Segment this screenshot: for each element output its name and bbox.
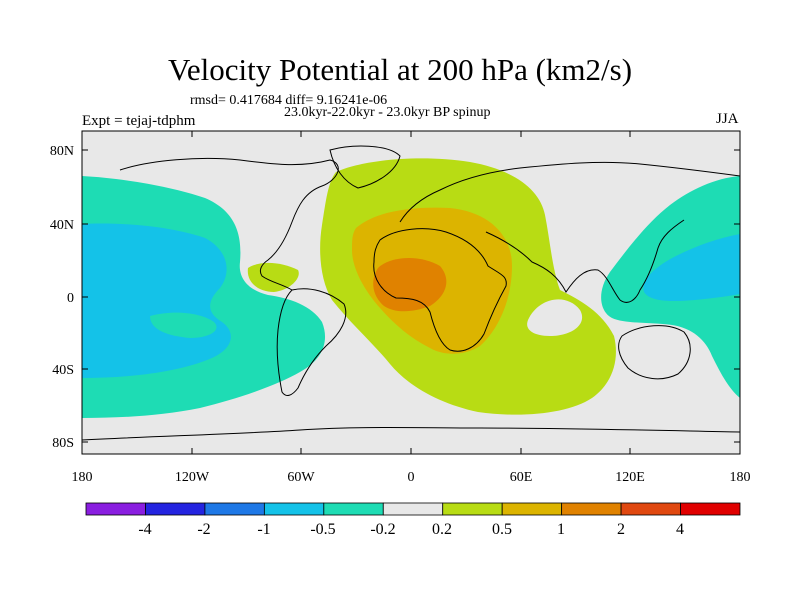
x-label-0: 0: [408, 470, 415, 485]
colorbar-label-7: 1: [557, 521, 565, 538]
stats-line: rmsd= 0.417684 diff= 9.16241e-06: [190, 93, 388, 108]
coast-south-asia: [485, 219, 685, 303]
colorbar-box-9: [620, 502, 681, 516]
x-label-60w: 60W: [287, 470, 315, 485]
colorbar-box-8: [561, 502, 622, 516]
x-label-120e: 120E: [615, 470, 645, 485]
colorbar-label-5: 0.2: [432, 521, 452, 538]
colorbar-label-0: -4: [138, 521, 151, 538]
x-axis-labels: 180 120W 60W 0 60E 120E 180: [72, 470, 751, 485]
colorbar-box-6: [442, 502, 503, 516]
colorbar-label-8: 2: [617, 521, 625, 538]
colorbar-box-5: [382, 502, 444, 516]
season-label: JJA: [716, 111, 739, 127]
colorbar-label-4: -0.2: [370, 521, 395, 538]
x-label-120w: 120W: [175, 470, 210, 485]
colorbar-label-2: -1: [257, 521, 270, 538]
y-label-40n: 40N: [50, 218, 74, 233]
y-axis-labels: 80N 40N 0 40S 80S: [50, 144, 74, 451]
experiment-label: Expt = tejaj-tdphm: [82, 113, 196, 129]
colorbar-box-1: [145, 502, 206, 516]
west-africa-positive-strong: [373, 257, 447, 312]
colorbar-box-4: [323, 502, 384, 516]
plot-title: Velocity Potential at 200 hPa (km2/s): [167, 52, 633, 87]
colorbar-label-1: -2: [197, 521, 210, 538]
indian-ocean-neutral-hole: [527, 299, 583, 336]
y-label-eq: 0: [67, 291, 74, 306]
coast-africa: [373, 228, 507, 352]
colorbar-box-7: [501, 502, 563, 516]
coast-antarctica: [82, 427, 740, 441]
y-label-80n: 80N: [50, 144, 74, 159]
contour-fill-layer: [82, 131, 740, 454]
colorbar-label-9: 4: [676, 521, 684, 538]
plot-subtitle: 23.0kyr-22.0kyr - 23.0kyr BP spinup: [284, 105, 491, 120]
colorbar-label-3: -0.5: [310, 521, 335, 538]
colorbar-box-0: [85, 502, 146, 516]
x-label-180e: 180: [730, 470, 751, 485]
axis-ticks: [81, 131, 741, 454]
x-label-60e: 60E: [510, 470, 533, 485]
y-label-40s: 40S: [52, 363, 74, 378]
pacific-negative-moderate-west: [82, 223, 231, 378]
colorbar-box-10: [680, 502, 741, 516]
colorbar-labels: -4 -2 -1 -0.5 -0.2 0.2 0.5 1 2 4: [138, 521, 684, 538]
coast-north-america: [119, 157, 339, 291]
coast-australia: [618, 325, 691, 380]
colorbar-label-6: 0.5: [492, 521, 512, 538]
y-label-80s: 80S: [52, 436, 74, 451]
coastline-layer: [82, 145, 740, 441]
colorbar: [85, 502, 741, 516]
colorbar-box-3: [263, 502, 325, 516]
pacific-negative-weak-center: [150, 312, 217, 338]
pacific-negative-moderate-east: [643, 234, 740, 302]
coast-greenland: [329, 145, 401, 189]
coast-eurasia: [399, 161, 740, 223]
x-label-180w: 180: [72, 470, 93, 485]
coast-south-america: [276, 288, 347, 396]
colorbar-box-2: [204, 502, 265, 516]
